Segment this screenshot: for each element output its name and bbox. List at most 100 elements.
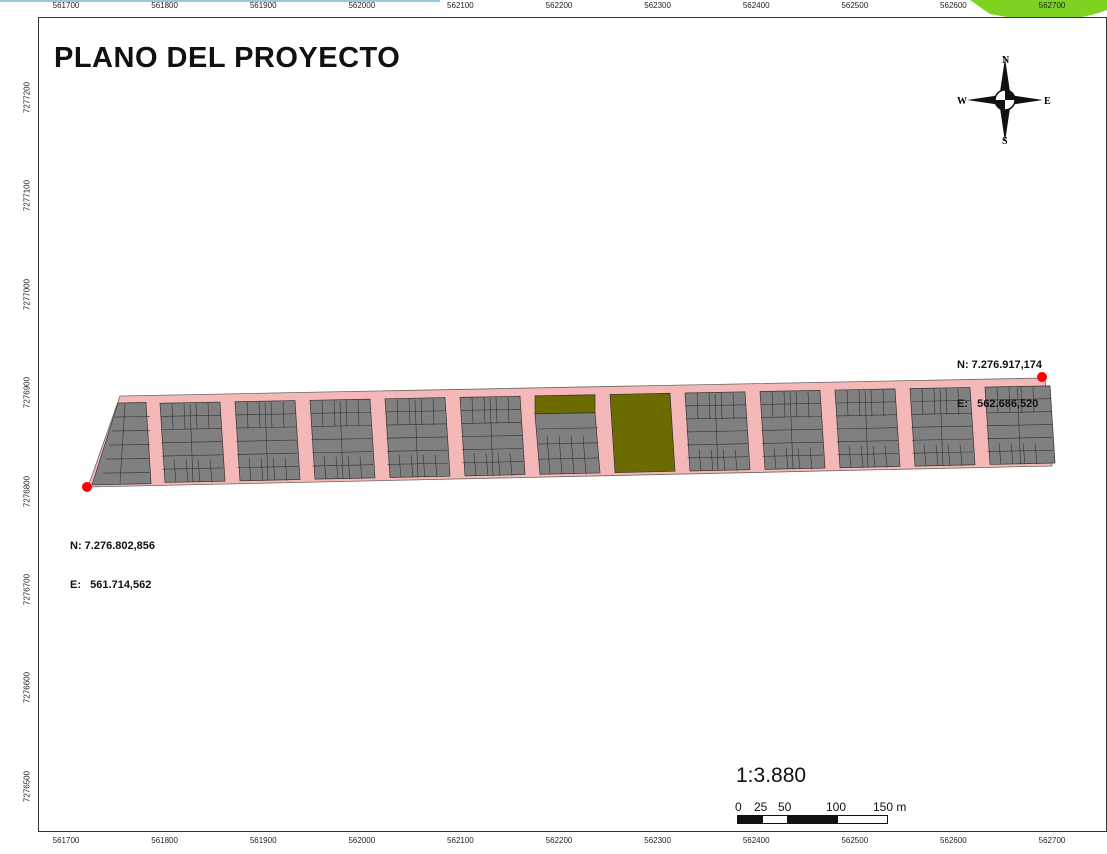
x-tick-label: 561800 <box>151 1 178 10</box>
x-tick-label: 562500 <box>841 836 869 845</box>
lot-divider <box>795 391 798 418</box>
x-tick-label: 561900 <box>249 1 277 10</box>
lot-divider <box>282 401 285 428</box>
top-left-edge <box>0 0 440 2</box>
coord-east: N: 7.276.917,174 E: 562.686,520 <box>957 333 1042 424</box>
lot-divider <box>935 444 939 467</box>
lot-divider <box>714 393 719 471</box>
coord-west-e: E: 561.714,562 <box>70 579 152 591</box>
lot-divider <box>161 454 223 457</box>
lot-divider <box>284 457 288 481</box>
lot-divider <box>686 443 748 446</box>
lot-divider <box>173 459 177 483</box>
west-label: W <box>957 96 967 107</box>
lot-divider <box>933 388 936 415</box>
lot-divider <box>789 392 794 470</box>
lot-divider <box>345 400 348 427</box>
lot-divider <box>509 453 513 476</box>
lot-divider <box>108 444 151 446</box>
lot-divider <box>339 401 344 480</box>
lot-divider <box>698 448 702 472</box>
lot-divider <box>347 456 351 480</box>
lot-divider <box>1017 388 1021 465</box>
lot-divider <box>410 454 414 478</box>
lot-divider <box>882 390 885 417</box>
scale-label-150: 150 m <box>873 800 907 814</box>
lot-divider <box>996 387 999 414</box>
lot-divider <box>1010 443 1014 465</box>
lot-divider <box>797 447 801 470</box>
lot-divider <box>987 449 1054 452</box>
x-tick-label: 562400 <box>742 1 770 10</box>
lot-divider <box>570 435 575 475</box>
lot-divider <box>102 472 151 474</box>
lot-divider <box>264 402 269 481</box>
east-label: E <box>1044 96 1051 107</box>
lot-divider <box>414 399 419 478</box>
lot-divider <box>807 391 810 418</box>
lot-divider <box>497 453 501 476</box>
lot-divider <box>396 398 399 425</box>
x-tick-label: 561700 <box>52 1 80 10</box>
green-area <box>609 392 676 473</box>
marker-east <box>1037 372 1047 382</box>
lot-divider <box>272 457 276 481</box>
lot-divider <box>912 451 974 454</box>
scale-bar <box>737 815 888 824</box>
scale-label-50: 50 <box>778 800 792 814</box>
lot-divider <box>710 448 714 472</box>
x-tick-label: 562700 <box>1038 1 1066 10</box>
lot-divider <box>323 456 327 480</box>
lot-divider <box>260 457 264 481</box>
lot-divider <box>105 458 151 460</box>
x-tick-label: 562100 <box>447 836 474 845</box>
lot-divider <box>483 397 486 424</box>
x-tick-label: 562600 <box>940 1 967 10</box>
lot-divider <box>357 400 360 427</box>
lot-divider <box>197 459 201 483</box>
lot-divider <box>957 388 960 415</box>
lot-divider <box>398 454 402 478</box>
lot-divider <box>114 416 151 418</box>
lot-divider <box>237 466 299 468</box>
lot-divider <box>432 398 435 425</box>
lot-divider <box>258 401 261 428</box>
lot-divider <box>462 461 524 464</box>
north-arrow-icon: N S W E <box>957 55 1051 147</box>
x-tick-label: 562200 <box>545 1 573 10</box>
lot-divider <box>495 397 498 424</box>
lot-divider <box>236 452 298 455</box>
lot-divider <box>858 390 861 417</box>
lot-divider <box>734 448 738 472</box>
lot-divider <box>312 464 374 467</box>
x-tick-label: 562000 <box>348 836 376 845</box>
lot-divider <box>696 392 699 419</box>
x-tick-label: 562500 <box>841 1 869 10</box>
lot-divider <box>884 446 888 468</box>
x-tick-label: 562600 <box>940 836 967 845</box>
lot-divider <box>870 390 873 417</box>
scale-label-25: 25 <box>754 800 768 814</box>
x-tick-label: 561900 <box>249 836 277 845</box>
lot-divider <box>771 391 774 418</box>
lot-divider <box>923 444 927 467</box>
lot-divider <box>461 448 523 451</box>
lot-divider <box>185 459 189 483</box>
lot-divider <box>537 442 599 445</box>
lot-divider <box>119 403 126 484</box>
x-tick-label: 561800 <box>151 836 178 845</box>
north-label: N <box>1002 55 1010 66</box>
lot-divider <box>333 400 336 427</box>
corner-accent <box>970 0 1107 21</box>
lot-divider <box>408 398 411 425</box>
lot-divider <box>785 447 789 470</box>
green-area <box>534 394 596 415</box>
x-tick-label: 562200 <box>545 836 573 845</box>
lot-divider <box>248 457 252 481</box>
scale-label-100: 100 <box>826 800 847 814</box>
map-title: PLANO DEL PROYECTO <box>54 42 401 74</box>
lot-divider <box>1022 443 1026 465</box>
lot-divider <box>836 440 898 443</box>
lot-divider <box>762 454 824 457</box>
scale-label-0: 0 <box>735 800 742 814</box>
